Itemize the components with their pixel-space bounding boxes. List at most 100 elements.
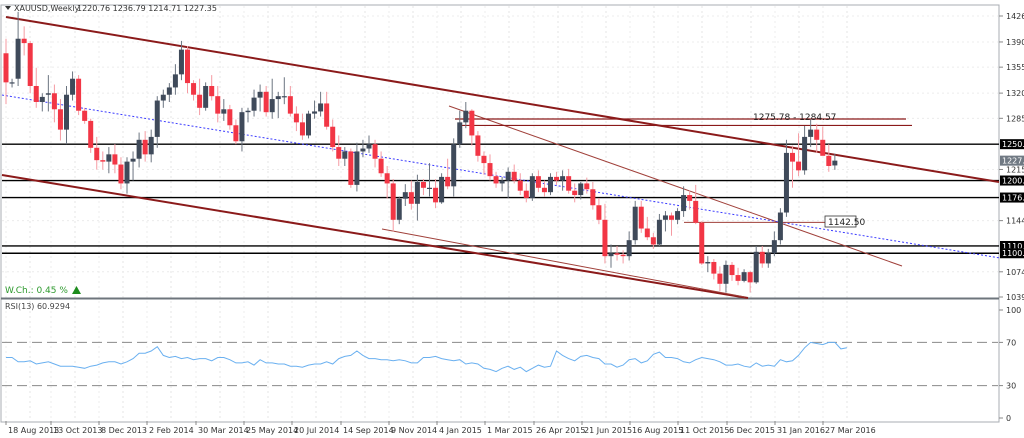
price-axis[interactable]: 1426.25 1390.55 1355.90 1320.20 1285.55 1215.…: [999, 12, 1024, 423]
candle-body: [21, 38, 27, 44]
candle-body: [475, 135, 481, 156]
inner-channel-lower[interactable]: [381, 228, 746, 298]
candle-body: [608, 253, 614, 257]
candle-body: [318, 103, 324, 112]
candle-body: [330, 126, 336, 148]
candle-body: [221, 109, 227, 114]
candle-body: [765, 253, 771, 264]
candle-body: [644, 228, 650, 238]
price-tick-label: 1074.50: [1006, 268, 1024, 277]
candle-body: [826, 155, 832, 166]
rsi-tick-label: 0: [1006, 414, 1011, 423]
price-tag: [1000, 192, 1024, 203]
candle-body: [293, 113, 299, 123]
candle-body: [541, 187, 547, 193]
candle-body: [324, 103, 330, 127]
candle-body: [227, 109, 233, 126]
ohlc-values: 1220.76 1236.79 1214.71 1227.35: [77, 4, 217, 13]
candle-body: [396, 198, 402, 220]
channel-lower-line[interactable]: [1, 174, 749, 299]
candle-body: [723, 264, 729, 284]
candle-body: [548, 176, 553, 193]
time-tick-label: 20 Jul 2014: [294, 426, 339, 435]
candle-body: [584, 183, 590, 190]
time-tick-label: 9 Nov 2014: [391, 426, 437, 435]
dotted-trendline[interactable]: [1, 94, 1001, 259]
candle-body: [481, 155, 487, 164]
candle-body: [590, 189, 596, 206]
candle-body: [802, 136, 808, 171]
candle-body: [650, 237, 656, 245]
candle-body: [33, 85, 39, 102]
candle-body: [45, 93, 51, 95]
candle-body: [306, 113, 311, 136]
price-tag-label: 1200.00: [1002, 177, 1024, 186]
dropdown-triangle-icon[interactable]: [5, 6, 11, 10]
candle-body: [354, 151, 360, 185]
price-tick-label: 1285.55: [1006, 114, 1024, 123]
support-marker[interactable]: 1142.50: [824, 215, 865, 228]
candle-body: [203, 85, 209, 108]
candle-body: [560, 176, 566, 181]
candle-body: [64, 94, 69, 130]
range-annotation: 1275.78 - 1284.57: [753, 113, 836, 123]
time-tick-label: 25 May 2014: [246, 426, 298, 435]
candle-body: [463, 110, 469, 123]
candle-body: [596, 205, 602, 220]
inner-channel-upper[interactable]: [448, 105, 903, 267]
candle-body: [705, 261, 711, 264]
time-tick-label: 8 Dec 2013: [101, 426, 147, 435]
candle-body: [566, 176, 572, 191]
candle-body: [281, 96, 287, 98]
candle-body: [445, 176, 451, 187]
weekly-change-label: W.Ch.: 0.45 %: [5, 286, 68, 296]
support-marker-box: [824, 215, 857, 228]
candle-body: [215, 96, 221, 114]
candle-body: [741, 272, 747, 281]
candle-body: [493, 176, 499, 184]
candle-body: [130, 158, 136, 162]
candle-body: [790, 152, 795, 162]
candle-body: [197, 94, 203, 108]
time-tick-label: 30 Mar 2014: [198, 426, 249, 435]
candle-body: [777, 212, 783, 241]
rsi-indicator: [2, 341, 998, 387]
candle-body: [136, 139, 142, 159]
candle-body: [439, 176, 445, 203]
candle-body: [384, 173, 390, 184]
candle-body: [9, 82, 15, 84]
weekly-change: W.Ch.: 0.45 %: [5, 286, 81, 296]
candle-body: [245, 110, 251, 113]
channel-upper-line[interactable]: [5, 16, 1000, 183]
price-tag: [1000, 248, 1024, 259]
time-tick-label: 31 Jan 2016: [777, 426, 825, 435]
candle-body: [662, 215, 668, 220]
candle-body: [342, 151, 348, 159]
time-tick-label: 2 Feb 2014: [149, 426, 194, 435]
candle-body: [656, 219, 662, 245]
candle-body: [142, 139, 148, 155]
candle-body: [729, 264, 735, 276]
candle-body: [275, 96, 281, 100]
candle-body: [27, 43, 33, 86]
candle-body: [681, 195, 687, 212]
price-tag-label: 1227.35: [1002, 157, 1024, 166]
candle-body: [124, 161, 130, 184]
candle-body: [499, 180, 505, 184]
symbol-title: XAUUSD,Weekly: [14, 4, 80, 13]
candle-body: [118, 164, 124, 184]
price-tag: [1000, 139, 1024, 150]
candle-body: [191, 83, 197, 95]
time-tick-label: 27 Mar 2016: [825, 426, 876, 435]
candle-body: [632, 206, 638, 241]
candle-body: [529, 176, 535, 198]
candle-body: [675, 211, 681, 220]
time-tick-label: 16 Aug 2015: [632, 426, 683, 435]
candle-body: [620, 254, 626, 257]
price-tick-label: 1320.20: [1006, 89, 1024, 98]
candle-body: [808, 129, 814, 137]
time-tick-label: 13 Oct 2013: [53, 426, 102, 435]
